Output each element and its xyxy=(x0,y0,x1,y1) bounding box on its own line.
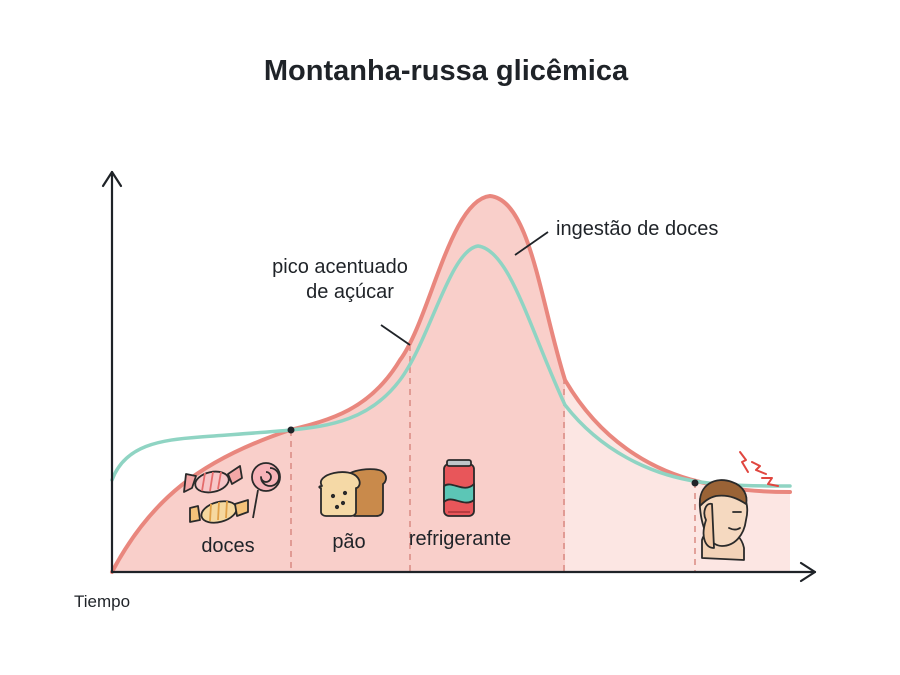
food-label-refrigerante: refrigerante xyxy=(409,528,511,550)
y-axis-arrow xyxy=(101,170,123,188)
candy-lollipop-icon xyxy=(183,462,281,524)
curve-point-start xyxy=(287,426,295,434)
x-axis-arrow xyxy=(799,561,817,583)
axes xyxy=(101,170,817,583)
food-label-pao: pão xyxy=(332,531,365,553)
sugar-curve xyxy=(110,193,792,574)
x-axis-label: Tiempo xyxy=(74,592,130,611)
annotation-peak-leader xyxy=(380,324,411,346)
headache-person-icon xyxy=(699,451,779,561)
food-label-doces: doces xyxy=(201,535,254,557)
annotation-peak-line2: de açúcar xyxy=(306,281,394,303)
diagram-title: Montanha-russa glicêmica xyxy=(264,55,629,87)
annotation-intake-leader xyxy=(514,231,549,256)
curve-point-end xyxy=(691,479,699,487)
glucose-curve xyxy=(110,244,792,488)
annotation-peak-line1: pico acentuado xyxy=(272,256,408,278)
bread-icon xyxy=(318,468,387,517)
annotation-intake: ingestão de doces xyxy=(556,218,718,240)
soda-can-icon xyxy=(443,459,475,517)
